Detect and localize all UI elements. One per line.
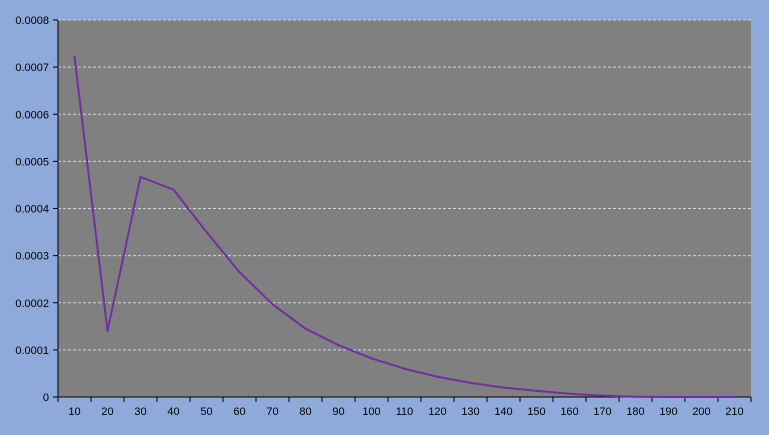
x-tick-label: 210 bbox=[725, 406, 743, 418]
x-tick-label: 200 bbox=[692, 406, 710, 418]
x-tick-label: 80 bbox=[299, 406, 311, 418]
x-tick-label: 60 bbox=[233, 406, 245, 418]
y-tick-label: 0.0005 bbox=[15, 156, 49, 168]
x-tick-label: 110 bbox=[396, 406, 414, 418]
y-tick-label: 0 bbox=[43, 392, 49, 404]
x-tick-label: 140 bbox=[494, 406, 512, 418]
x-tick-label: 40 bbox=[167, 406, 179, 418]
x-tick-label: 170 bbox=[593, 406, 611, 418]
y-tick-label: 0.0002 bbox=[15, 298, 49, 310]
y-tick-label: 0.0006 bbox=[15, 109, 49, 121]
x-tick-label: 10 bbox=[68, 406, 80, 418]
y-tick-label: 0.0003 bbox=[15, 251, 49, 263]
x-tick-label: 90 bbox=[332, 406, 344, 418]
x-tick-label: 100 bbox=[362, 406, 380, 418]
y-tick-label: 0.0001 bbox=[15, 345, 49, 357]
x-tick-label: 20 bbox=[101, 406, 113, 418]
y-tick-label: 0.0004 bbox=[15, 204, 49, 216]
x-tick-label: 120 bbox=[428, 406, 446, 418]
y-tick-label: 0.0007 bbox=[15, 62, 49, 74]
x-tick-label: 160 bbox=[560, 406, 578, 418]
y-tick-label: 0.0008 bbox=[15, 15, 49, 27]
x-tick-label: 190 bbox=[659, 406, 677, 418]
series-line-segment bbox=[603, 396, 636, 397]
x-tick-label: 180 bbox=[626, 406, 644, 418]
x-tick-label: 150 bbox=[527, 406, 545, 418]
x-tick-label: 70 bbox=[266, 406, 278, 418]
x-tick-label: 30 bbox=[134, 406, 146, 418]
x-tick-label: 130 bbox=[461, 406, 479, 418]
x-tick-label: 50 bbox=[200, 406, 212, 418]
